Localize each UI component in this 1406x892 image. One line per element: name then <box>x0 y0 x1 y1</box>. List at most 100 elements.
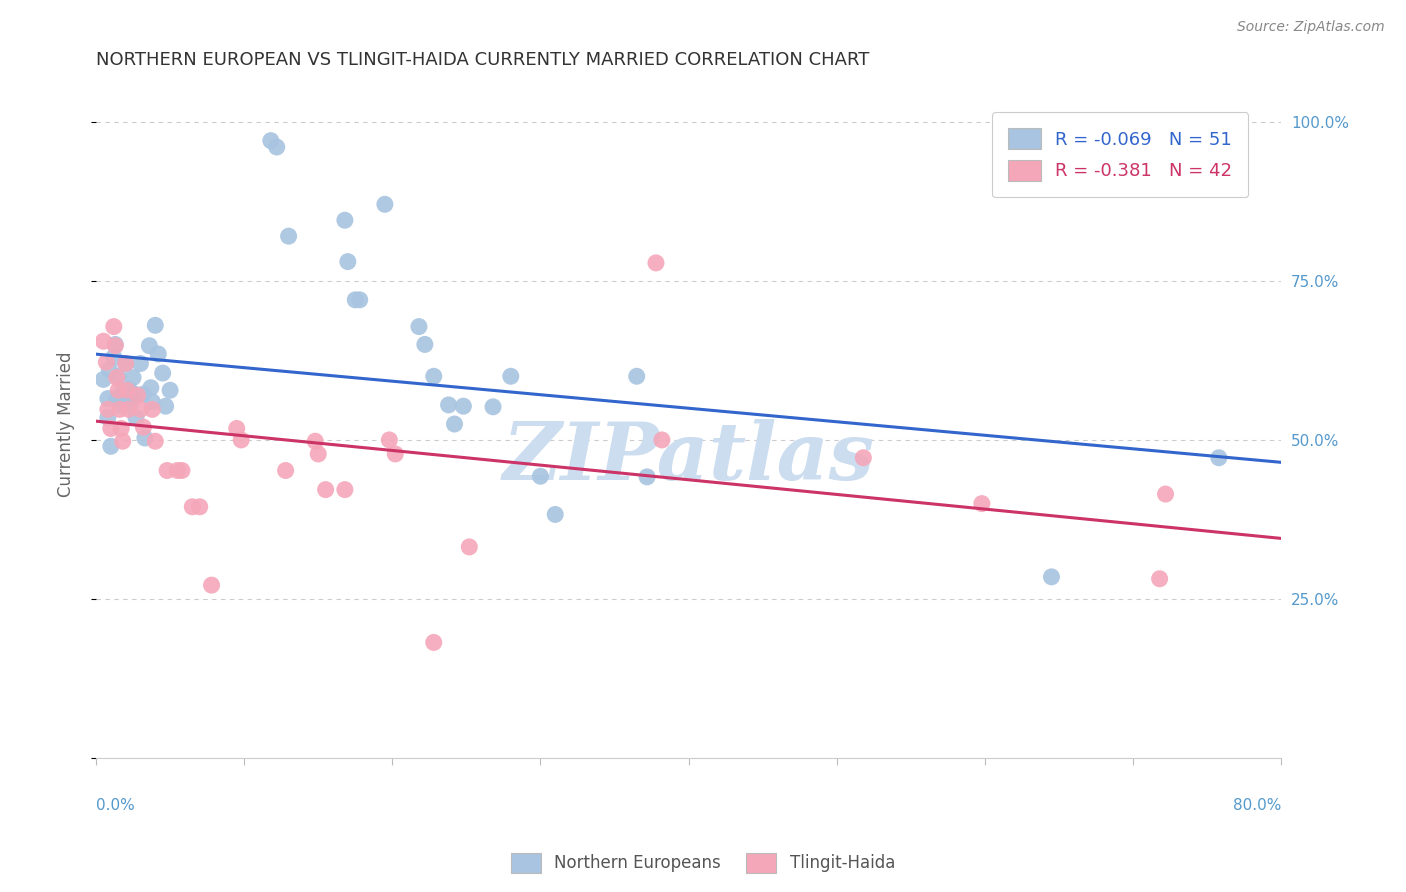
Point <box>170 463 193 477</box>
Point <box>482 400 505 414</box>
Point <box>651 433 673 447</box>
Point <box>96 355 118 369</box>
Point <box>107 384 129 398</box>
Point <box>110 421 132 435</box>
Text: ZIPatlas: ZIPatlas <box>502 418 875 496</box>
Point <box>127 388 149 402</box>
Point <box>139 381 162 395</box>
Point <box>443 417 465 431</box>
Text: Source: ZipAtlas.com: Source: ZipAtlas.com <box>1237 20 1385 34</box>
Point <box>333 483 356 497</box>
Point <box>378 433 401 447</box>
Point <box>93 372 115 386</box>
Point <box>115 392 138 406</box>
Point <box>141 402 163 417</box>
Text: NORTHERN EUROPEAN VS TLINGIT-HAIDA CURRENTLY MARRIED CORRELATION CHART: NORTHERN EUROPEAN VS TLINGIT-HAIDA CURRE… <box>96 51 869 69</box>
Point <box>98 363 121 377</box>
Text: 0.0%: 0.0% <box>96 798 135 814</box>
Point <box>105 392 128 406</box>
Point <box>1149 572 1171 586</box>
Point <box>143 318 166 333</box>
Y-axis label: Currently Married: Currently Married <box>58 351 75 497</box>
Point <box>344 293 367 307</box>
Point <box>225 421 247 435</box>
Point <box>277 229 299 244</box>
Point <box>141 394 163 409</box>
Point <box>93 334 115 349</box>
Point <box>132 387 155 401</box>
Point <box>132 420 155 434</box>
Point <box>100 439 122 453</box>
Point <box>423 635 446 649</box>
Point <box>315 483 337 497</box>
Legend: Northern Europeans, Tlingit-Haida: Northern Europeans, Tlingit-Haida <box>505 847 901 880</box>
Point <box>1040 570 1063 584</box>
Point <box>437 398 460 412</box>
Point <box>970 497 993 511</box>
Point <box>423 369 446 384</box>
Point <box>97 410 120 425</box>
Point <box>125 410 148 425</box>
Point <box>260 134 283 148</box>
Point <box>114 357 136 371</box>
Point <box>181 500 204 514</box>
Point <box>529 469 551 483</box>
Point <box>231 433 253 447</box>
Point <box>129 402 152 417</box>
Point <box>100 421 122 435</box>
Point <box>499 369 522 384</box>
Point <box>97 402 120 417</box>
Point <box>166 463 188 477</box>
Point <box>458 540 481 554</box>
Point <box>1154 487 1177 501</box>
Point <box>117 382 139 396</box>
Point <box>453 399 475 413</box>
Point <box>188 500 211 514</box>
Point <box>111 385 134 400</box>
Point <box>103 350 125 364</box>
Point <box>408 319 430 334</box>
Point <box>97 392 120 406</box>
Point <box>104 339 127 353</box>
Point <box>108 402 131 417</box>
Point <box>129 357 152 371</box>
Point <box>117 402 139 417</box>
Point <box>413 337 436 351</box>
Point <box>148 347 170 361</box>
Point <box>159 384 181 398</box>
Point <box>626 369 648 384</box>
Text: 80.0%: 80.0% <box>1233 798 1281 814</box>
Point <box>333 213 356 227</box>
Point <box>103 319 125 334</box>
Point <box>852 450 875 465</box>
Point <box>274 463 297 477</box>
Point <box>115 384 138 398</box>
Point <box>122 370 145 384</box>
Point <box>266 140 288 154</box>
Point <box>143 434 166 449</box>
Point <box>104 337 127 351</box>
Point <box>544 508 567 522</box>
Point <box>114 357 136 371</box>
Point <box>107 369 129 384</box>
Point <box>304 434 326 449</box>
Point <box>349 293 371 307</box>
Point <box>200 578 222 592</box>
Point <box>384 447 406 461</box>
Point <box>138 339 160 353</box>
Point <box>111 434 134 449</box>
Point <box>134 431 156 445</box>
Point <box>307 447 329 461</box>
Point <box>108 398 131 412</box>
Point <box>120 398 142 412</box>
Point <box>155 399 177 413</box>
Point <box>124 387 146 401</box>
Point <box>152 366 174 380</box>
Point <box>105 370 128 384</box>
Point <box>1208 450 1230 465</box>
Point <box>156 463 179 477</box>
Point <box>636 470 658 484</box>
Point <box>645 256 668 270</box>
Point <box>374 197 396 211</box>
Point <box>336 254 359 268</box>
